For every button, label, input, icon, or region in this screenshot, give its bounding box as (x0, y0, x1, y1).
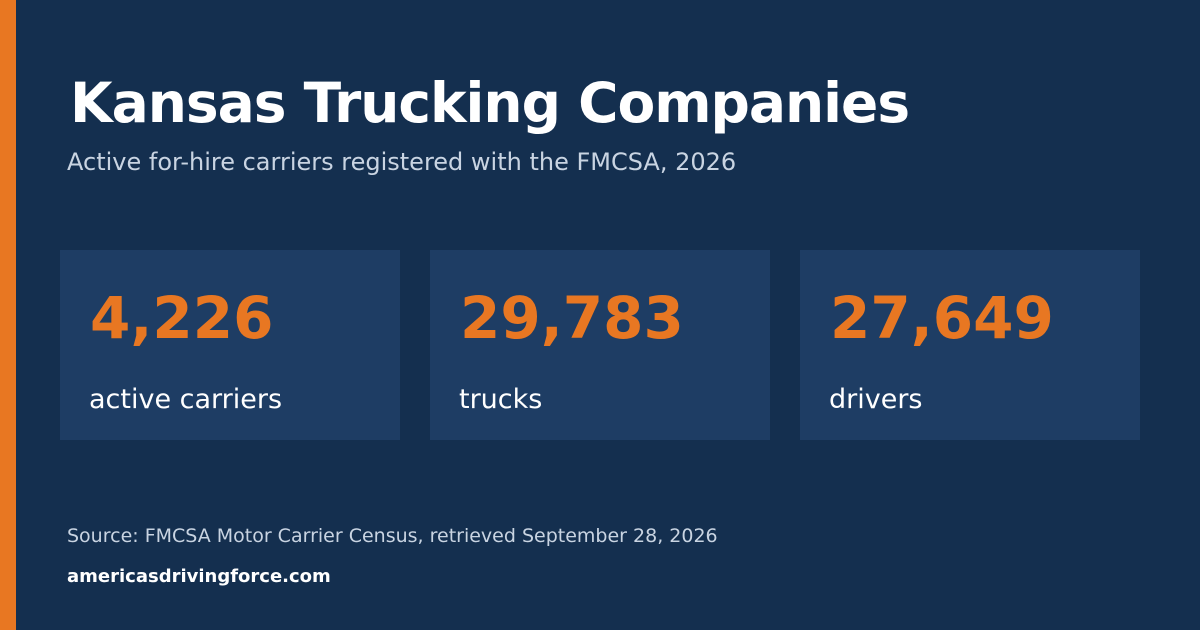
stat-card-trucks: 29,783 trucks (430, 250, 770, 440)
stat-value-drivers: 27,649 (830, 284, 1054, 352)
accent-bar (0, 0, 16, 630)
page-subtitle: Active for-hire carriers registered with… (67, 148, 737, 176)
stat-value-trucks: 29,783 (460, 284, 684, 352)
stat-card-carriers: 4,226 active carriers (60, 250, 400, 440)
stat-label-drivers: drivers (829, 384, 923, 415)
source-note: Source: FMCSA Motor Carrier Census, retr… (67, 525, 718, 547)
stat-label-trucks: trucks (459, 384, 543, 415)
stat-card-drivers: 27,649 drivers (800, 250, 1140, 440)
stat-value-carriers: 4,226 (90, 284, 274, 352)
page-title: Kansas Trucking Companies (70, 71, 910, 135)
stat-label-carriers: active carriers (89, 384, 283, 415)
site-url: americasdrivingforce.com (67, 566, 331, 587)
